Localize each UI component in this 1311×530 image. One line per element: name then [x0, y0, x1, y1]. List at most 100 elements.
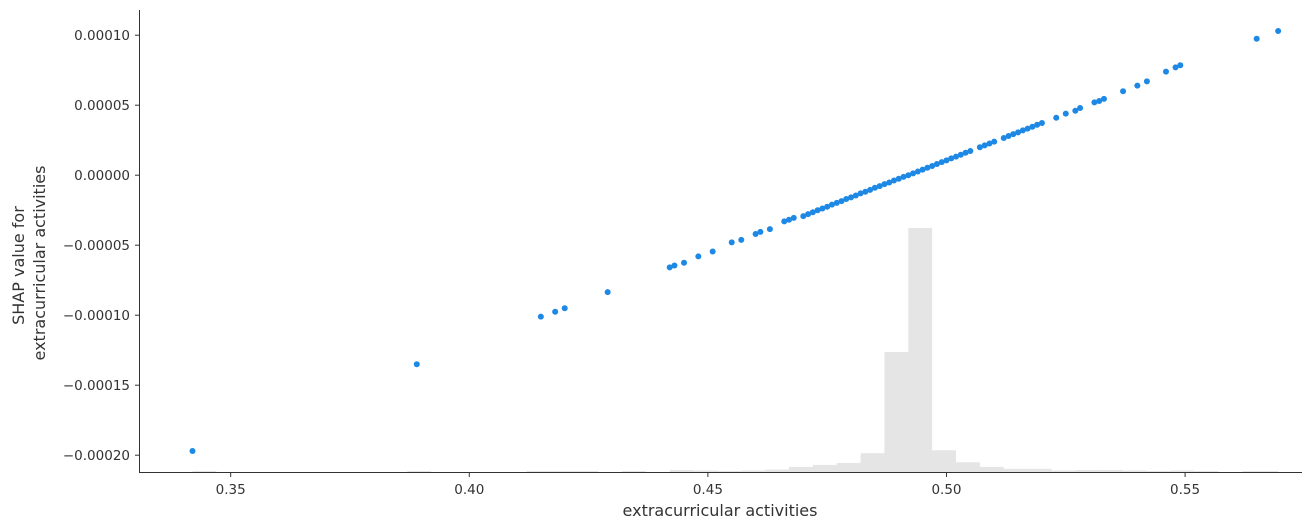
data-point — [881, 181, 888, 188]
y-tick-label: −0.00010 — [63, 308, 130, 324]
data-point — [1100, 95, 1107, 102]
data-point — [1072, 107, 1079, 114]
histogram-bar — [1194, 471, 1219, 472]
histogram-bar — [1051, 470, 1076, 472]
data-point — [1053, 114, 1060, 121]
histogram-bar — [979, 466, 1004, 472]
data-point — [1177, 62, 1184, 69]
histogram-bar — [407, 471, 432, 472]
data-point — [671, 262, 678, 269]
histogram-bar — [1146, 471, 1171, 472]
data-point — [953, 153, 960, 160]
data-point — [1062, 110, 1069, 117]
data-point — [833, 199, 840, 206]
y-axis-label-line-1: SHAP value for — [9, 206, 28, 325]
histogram — [192, 228, 1279, 472]
data-point — [1275, 28, 1282, 34]
data-point — [1019, 127, 1026, 134]
data-point — [905, 172, 912, 179]
data-point — [537, 313, 544, 320]
data-point — [1134, 82, 1141, 89]
data-point — [933, 161, 940, 167]
data-point — [666, 264, 673, 271]
y-tick-label: 0.00000 — [74, 168, 130, 184]
data-point — [1143, 78, 1150, 85]
data-point — [786, 216, 793, 223]
data-point — [957, 151, 964, 158]
x-axis-label: extracurricular activities — [623, 501, 818, 520]
histogram-bar — [1266, 471, 1279, 472]
histogram-bar — [550, 471, 575, 472]
data-point — [413, 361, 420, 368]
data-point — [1034, 121, 1041, 128]
histogram-bar — [789, 466, 813, 472]
data-point — [1024, 125, 1031, 132]
data-point — [919, 166, 926, 173]
data-point — [938, 159, 945, 166]
y-tick-label: −0.00005 — [63, 238, 130, 254]
y-tick-label: 0.00005 — [74, 98, 130, 114]
histogram-bar — [669, 470, 694, 472]
data-point — [728, 239, 735, 246]
y-axis-label-line-2: extracurricular activities — [30, 166, 49, 361]
data-point — [800, 213, 807, 220]
histogram-bar — [621, 471, 646, 472]
data-point — [895, 175, 902, 182]
data-point — [695, 253, 702, 260]
data-point — [781, 218, 788, 225]
data-point — [819, 205, 826, 212]
data-point — [948, 155, 955, 162]
data-point — [1029, 123, 1036, 130]
data-point — [1120, 88, 1127, 95]
x-tick-label: 0.55 — [1170, 482, 1200, 498]
data-point — [1005, 133, 1012, 139]
data-point — [838, 198, 845, 205]
data-point — [843, 196, 850, 202]
data-point — [790, 214, 797, 221]
data-point — [1015, 129, 1022, 136]
data-point — [962, 149, 969, 156]
histogram-bar — [717, 471, 742, 472]
x-tick-label: 0.35 — [216, 482, 246, 498]
data-point — [189, 448, 196, 454]
data-point — [967, 147, 974, 154]
histogram-bar — [1242, 471, 1267, 472]
data-point — [814, 207, 821, 214]
data-point — [1096, 98, 1103, 104]
x-axis-ticks: 0.35 0.40 0.45 0.50 0.55 — [216, 472, 1200, 498]
y-tick-label: 0.00010 — [74, 28, 130, 44]
data-point — [738, 236, 745, 243]
data-point — [991, 138, 998, 145]
histogram-bar — [192, 471, 217, 472]
histogram-bar — [1170, 470, 1195, 472]
data-point — [1000, 134, 1007, 141]
data-point — [561, 305, 568, 312]
data-point — [757, 228, 764, 235]
histogram-bar — [574, 471, 599, 472]
data-point — [1172, 64, 1179, 71]
scatter-points — [189, 28, 1282, 454]
data-point — [910, 170, 917, 177]
data-point — [604, 289, 611, 296]
histogram-bar — [956, 462, 980, 472]
data-point — [1162, 68, 1169, 75]
data-point — [924, 164, 931, 171]
data-point — [805, 211, 812, 218]
histogram-bar — [812, 464, 837, 472]
histogram-bar — [932, 450, 957, 472]
data-point — [1038, 119, 1045, 126]
histogram-bar — [1123, 470, 1147, 472]
histogram-bar — [1027, 468, 1052, 472]
data-point — [976, 144, 983, 151]
data-point — [1077, 105, 1084, 111]
data-point — [876, 183, 883, 190]
y-axis-label: SHAP value for extracurricular activitie… — [9, 166, 49, 361]
histogram-bar — [884, 351, 909, 472]
histogram-bar — [765, 469, 790, 472]
data-point — [943, 157, 950, 164]
histogram-bar — [908, 228, 933, 472]
data-point — [981, 142, 988, 149]
histogram-bar — [1003, 468, 1028, 472]
data-point — [857, 190, 864, 197]
data-point — [900, 173, 907, 180]
